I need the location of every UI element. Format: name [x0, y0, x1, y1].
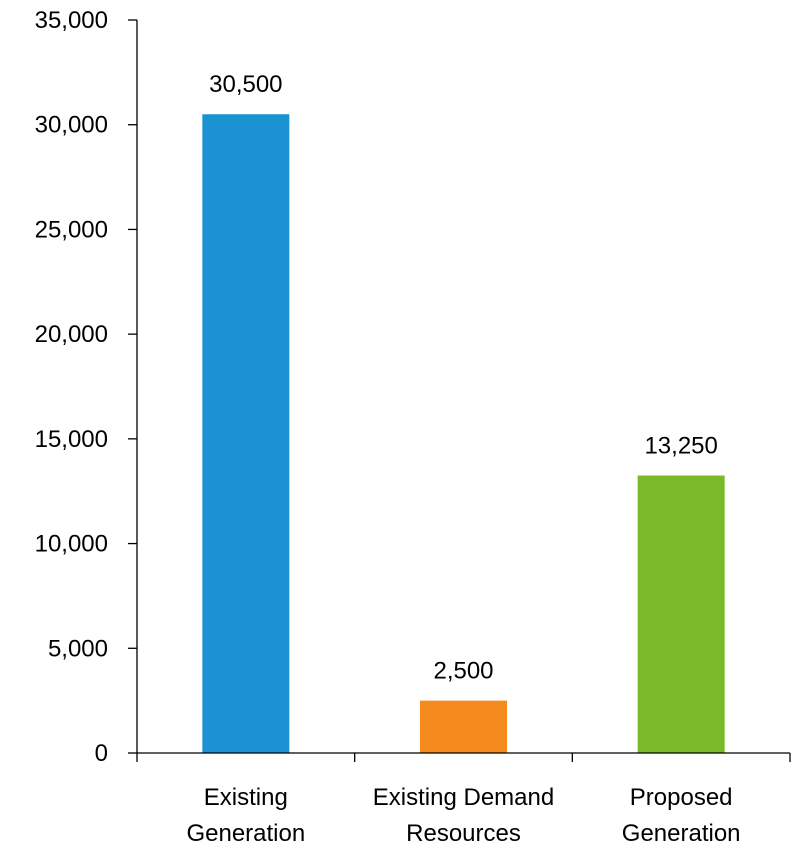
bar	[420, 700, 507, 753]
data-label: 13,250	[644, 433, 717, 460]
category-label: Existing Demand	[373, 784, 554, 811]
y-tick-label: 25,000	[35, 216, 108, 243]
y-tick-label: 5,000	[48, 635, 108, 662]
y-tick-label: 15,000	[35, 426, 108, 453]
category-labels: Existing Generation Existing Demand Resourc…	[186, 784, 740, 845]
bar	[202, 114, 290, 753]
y-tick-label: 35,000	[35, 7, 108, 34]
category-label: Resources	[406, 820, 521, 845]
category-label: Generation	[622, 820, 741, 845]
data-label: 30,500	[209, 71, 282, 98]
y-tick-label: 10,000	[35, 531, 108, 558]
bars	[202, 114, 725, 753]
x-axis-ticks	[136, 753, 791, 762]
category-label: Existing	[204, 784, 288, 811]
category-label: Generation	[186, 820, 305, 845]
y-tick-label: 0	[95, 740, 108, 767]
data-labels: 30,500 2,500 13,250	[209, 71, 718, 684]
category-label: Proposed	[630, 784, 733, 811]
y-tick-label: 20,000	[35, 321, 108, 348]
y-tick-label: 30,000	[35, 112, 108, 139]
y-axis-ticks: 0 5,000 10,000 15,000 20,000 25,000 30,000 35,0…	[35, 7, 137, 767]
bar	[637, 475, 725, 753]
data-label: 2,500	[433, 658, 493, 685]
